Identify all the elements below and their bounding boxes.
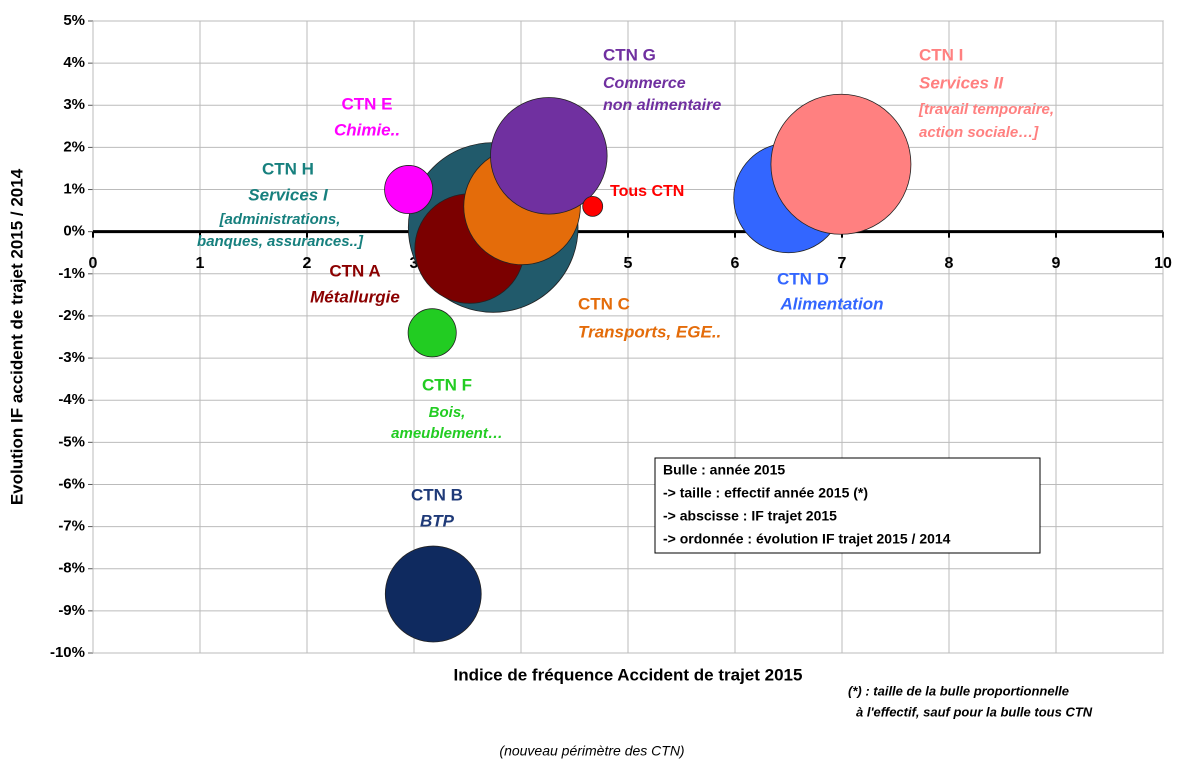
series-label: CTN B xyxy=(411,485,463,504)
x-axis-title: Indice de fréquence Accident de trajet 2… xyxy=(454,665,803,684)
bubble xyxy=(490,97,608,215)
series-label: CTN D xyxy=(777,269,829,288)
y-tick-label: -1% xyxy=(58,265,85,282)
caption: (nouveau périmètre des CTN) xyxy=(499,743,684,759)
y-tick-label: 5% xyxy=(63,12,85,29)
series-detail: Services II xyxy=(919,73,1004,92)
y-tick-label: -8% xyxy=(58,560,85,577)
x-tick-label: 5 xyxy=(624,255,633,272)
y-tick-label: -9% xyxy=(58,602,85,619)
bubble xyxy=(384,165,434,215)
series-label: CTN A xyxy=(329,261,380,280)
series-label: CTN G xyxy=(603,45,656,64)
x-tick-label: 0 xyxy=(89,255,98,272)
series-detail: Alimentation xyxy=(780,294,884,313)
y-tick-label: -6% xyxy=(58,475,85,492)
series-label: CTN C xyxy=(578,294,630,313)
y-tick-label: -7% xyxy=(58,518,85,535)
y-tick-label: 0% xyxy=(63,223,85,240)
x-tick-label: 2 xyxy=(303,255,312,272)
y-tick-label: -4% xyxy=(58,391,85,408)
legend-line: -> ordonnée : évolution IF trajet 2015 /… xyxy=(663,531,951,547)
footnote: (*) : taille de la bulle proportionnelle xyxy=(848,683,1069,698)
series-label: Tous CTN xyxy=(610,183,684,200)
y-tick-label: 3% xyxy=(63,96,85,113)
series-detail: BTP xyxy=(420,511,455,530)
series-label: CTN E xyxy=(342,94,393,113)
x-tick-label: 1 xyxy=(196,255,205,272)
y-axis-title: Evolution IF accident de trajet 2015 / 2… xyxy=(7,168,26,505)
bubble xyxy=(384,545,482,643)
y-tick-label: -2% xyxy=(58,307,85,324)
x-tick-label: 9 xyxy=(1052,255,1061,272)
y-tick-label: -3% xyxy=(58,349,85,366)
series-detail: banques, assurances..] xyxy=(197,233,364,250)
legend-box xyxy=(654,457,1041,554)
series-detail: Transports, EGE.. xyxy=(578,322,721,341)
series-detail: Commerce xyxy=(603,75,686,92)
y-tick-label: -10% xyxy=(50,644,85,661)
series-detail: ameublement… xyxy=(391,425,503,442)
series-detail: action sociale…] xyxy=(919,124,1039,141)
series-detail: Services I xyxy=(248,185,329,204)
bubble xyxy=(770,93,912,235)
x-tick-label: 3 xyxy=(410,255,419,272)
series-label: CTN F xyxy=(422,375,472,394)
x-tick-label: 7 xyxy=(838,255,847,272)
x-tick-label: 8 xyxy=(945,255,954,272)
x-tick-label: 10 xyxy=(1154,255,1172,272)
legend-line: -> abscisse : IF trajet 2015 xyxy=(663,508,837,524)
series-detail: non alimentaire xyxy=(603,97,721,114)
y-tick-label: 2% xyxy=(63,138,85,155)
y-tick-label: 4% xyxy=(63,54,85,71)
bubble xyxy=(582,195,604,217)
legend-line: -> taille : effectif année 2015 (*) xyxy=(663,485,868,501)
bubble xyxy=(407,308,457,358)
series-detail: Bois, xyxy=(429,404,466,421)
legend-line: Bulle : année 2015 xyxy=(663,462,785,478)
series-detail: Chimie.. xyxy=(334,120,400,139)
y-tick-label: -5% xyxy=(58,433,85,450)
series-label: CTN I xyxy=(919,45,963,64)
y-tick-label: 1% xyxy=(63,181,85,198)
series-label: CTN H xyxy=(262,159,314,178)
footnote: à l'effectif, sauf pour la bulle tous CT… xyxy=(856,704,1093,719)
series-detail: [administrations, xyxy=(219,211,341,228)
series-detail: Métallurgie xyxy=(310,287,400,306)
series-detail: [travail temporaire, xyxy=(918,101,1054,118)
x-tick-label: 6 xyxy=(731,255,740,272)
